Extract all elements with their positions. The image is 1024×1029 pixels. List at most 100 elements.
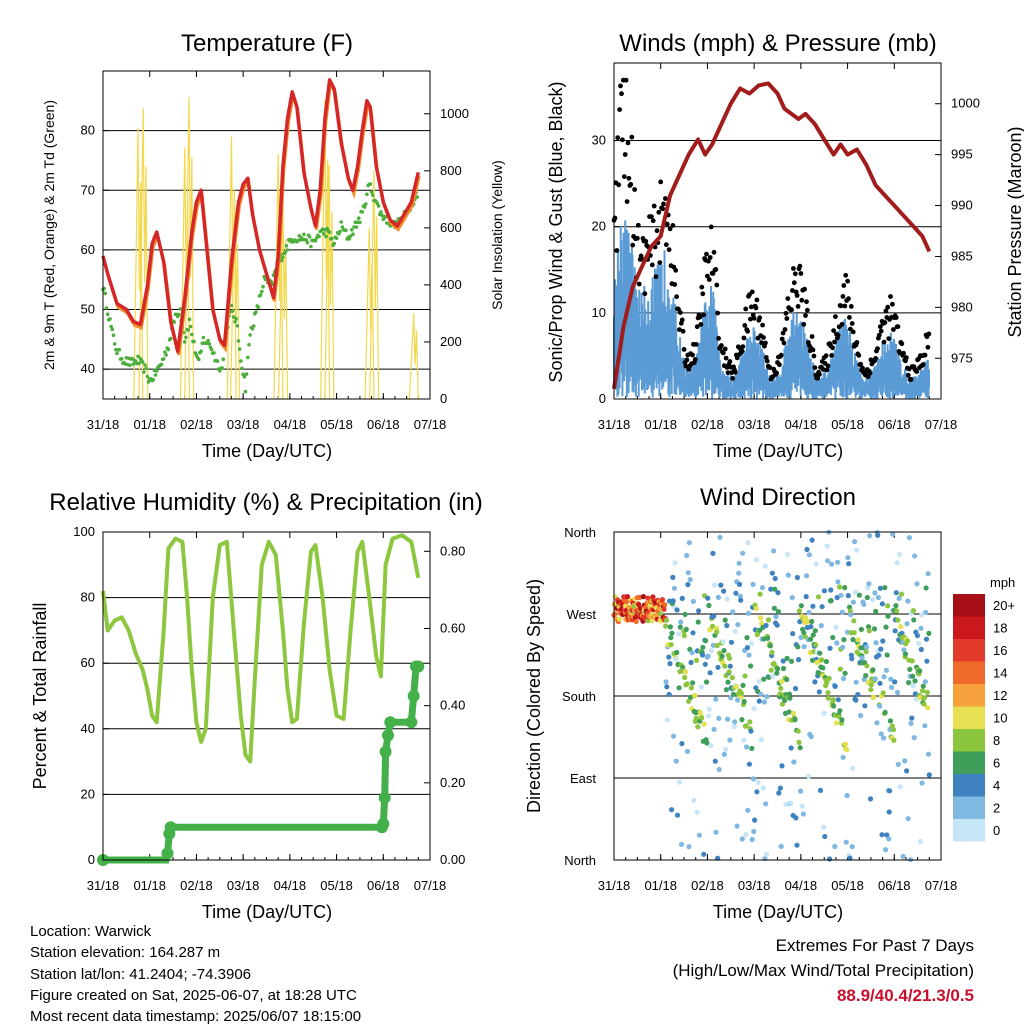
solar-spike bbox=[278, 199, 289, 400]
dewpoint-point bbox=[347, 237, 352, 241]
direction-point bbox=[772, 586, 778, 592]
gust-point bbox=[790, 288, 795, 293]
direction-point bbox=[795, 728, 801, 734]
direction-point bbox=[886, 836, 892, 842]
direction-point bbox=[682, 611, 688, 618]
direction-point bbox=[818, 623, 824, 629]
gust-point bbox=[621, 174, 627, 180]
gust-point bbox=[706, 277, 712, 282]
dewpoint-point bbox=[284, 244, 289, 248]
dewpoint-point bbox=[330, 236, 334, 241]
gust-point bbox=[763, 355, 769, 360]
direction-point bbox=[693, 715, 699, 721]
direction-point bbox=[670, 574, 676, 581]
direction-point bbox=[784, 676, 790, 683]
legend-swatch bbox=[953, 594, 985, 617]
rain-point bbox=[161, 847, 174, 860]
dewpoint-point bbox=[302, 232, 306, 237]
direction-point bbox=[796, 657, 802, 663]
x-tick-label: 01/18 bbox=[644, 417, 677, 432]
direction-point bbox=[920, 683, 926, 689]
direction-point bbox=[776, 790, 782, 796]
direction-point bbox=[804, 546, 810, 553]
temperature-ylabel-right: Solar Insolation (Yellow) bbox=[489, 160, 505, 310]
legend-label: 10 bbox=[993, 711, 1007, 726]
gust-point bbox=[845, 278, 850, 284]
direction-point bbox=[710, 550, 716, 557]
temperature-frame bbox=[102, 70, 431, 400]
direction-point bbox=[868, 687, 874, 693]
direction-point bbox=[919, 780, 925, 786]
gust-point bbox=[763, 340, 768, 346]
gust-point bbox=[867, 370, 873, 376]
direction-point bbox=[806, 609, 812, 615]
dewpoint-point bbox=[184, 335, 188, 340]
direction-point bbox=[765, 617, 772, 623]
gust-point bbox=[683, 363, 689, 369]
direction-point bbox=[779, 701, 786, 707]
direction-point bbox=[696, 832, 703, 838]
direction-point bbox=[699, 715, 705, 721]
dewpoint-point bbox=[186, 328, 191, 332]
direction-point bbox=[874, 720, 880, 726]
y-tick-label: East bbox=[570, 771, 596, 786]
direction-point bbox=[797, 745, 803, 751]
direction-point bbox=[862, 703, 868, 709]
direction-panel: Wind Direction 31/18 01/18 02/18 03/18 04/18… bbox=[524, 484, 1015, 922]
direction-point bbox=[926, 772, 932, 778]
legend-label: 6 bbox=[993, 756, 1000, 771]
x-tick-label: 05/18 bbox=[831, 417, 864, 432]
direction-point bbox=[722, 663, 728, 669]
direction-point bbox=[835, 697, 841, 703]
direction-point bbox=[826, 675, 832, 682]
direction-point bbox=[810, 603, 816, 609]
solar-spike bbox=[324, 165, 335, 400]
direction-point bbox=[682, 674, 688, 681]
direction-point bbox=[706, 706, 712, 712]
direction-point bbox=[690, 630, 696, 636]
gust-point bbox=[849, 321, 855, 326]
dewpoint-point bbox=[360, 210, 365, 214]
direction-point bbox=[674, 812, 681, 818]
direction-point bbox=[910, 683, 916, 689]
direction-point bbox=[867, 796, 874, 802]
direction-point bbox=[918, 646, 924, 653]
dewpoint-point bbox=[234, 317, 238, 321]
direction-point bbox=[787, 695, 793, 701]
direction-point bbox=[677, 624, 683, 630]
direction-point bbox=[668, 635, 674, 641]
gust-point bbox=[781, 340, 787, 346]
x-tick-label: 05/18 bbox=[831, 878, 864, 893]
gust-point bbox=[618, 83, 623, 89]
direction-point bbox=[707, 670, 713, 676]
legend-label: 0 bbox=[993, 823, 1000, 838]
legend-swatch bbox=[953, 684, 985, 707]
gust-point bbox=[674, 294, 679, 300]
direction-point bbox=[910, 608, 917, 614]
direction-point bbox=[734, 697, 741, 703]
gust-point bbox=[812, 365, 818, 370]
direction-point bbox=[678, 841, 685, 848]
dewpoint-point bbox=[247, 342, 251, 347]
dewpoint-point bbox=[237, 347, 242, 351]
direction-point bbox=[828, 587, 834, 593]
direction-xlabel: Time (Day/UTC) bbox=[713, 902, 843, 922]
direction-point bbox=[676, 685, 682, 691]
gust-point bbox=[753, 305, 759, 311]
direction-point bbox=[922, 679, 928, 685]
direction-point bbox=[801, 644, 807, 650]
direction-point bbox=[905, 598, 911, 604]
gust-point bbox=[707, 255, 713, 260]
direction-point bbox=[921, 695, 928, 701]
direction-point bbox=[847, 855, 853, 861]
direction-point bbox=[720, 639, 726, 645]
direction-plot-area: 31/18 01/18 02/18 03/18 04/18 05/18 06/18 07/18… bbox=[562, 525, 957, 893]
solar-spike bbox=[179, 147, 190, 400]
direction-point bbox=[842, 741, 849, 747]
gust-point bbox=[856, 353, 862, 358]
direction-point bbox=[676, 779, 683, 785]
dewpoint-point bbox=[376, 204, 381, 208]
rain-point bbox=[405, 716, 418, 729]
gust-point bbox=[848, 304, 854, 309]
direction-point bbox=[670, 598, 676, 604]
